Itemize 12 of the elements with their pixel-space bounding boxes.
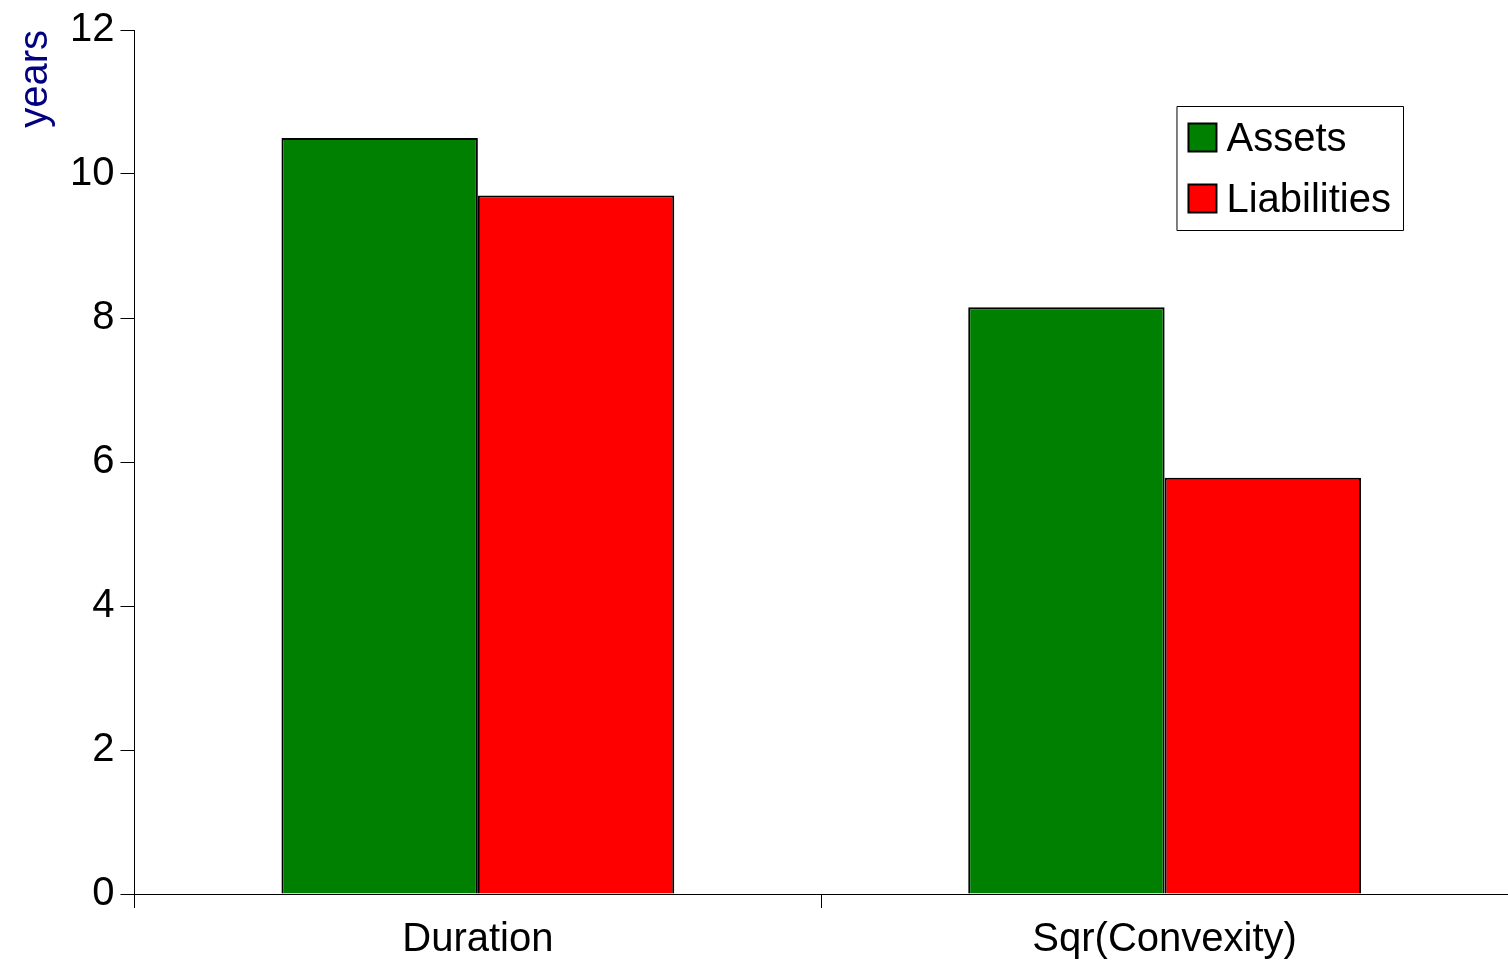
legend-label: Liabilities xyxy=(1226,175,1391,220)
x-tick-label: Sqr(Convexity) xyxy=(1032,915,1297,960)
y-tick-label: 2 xyxy=(92,725,115,770)
y-tick-label: 12 xyxy=(69,5,115,50)
y-tick-label: 4 xyxy=(92,581,115,626)
y-axis-title: years xyxy=(11,30,56,128)
y-tick-label: 10 xyxy=(69,149,115,194)
x-tick-label: Duration xyxy=(402,915,554,960)
y-tick-label: 0 xyxy=(92,869,115,914)
legend-label: Assets xyxy=(1226,114,1347,159)
y-tick-label: 6 xyxy=(92,437,115,482)
y-tick-label: 8 xyxy=(92,293,115,338)
